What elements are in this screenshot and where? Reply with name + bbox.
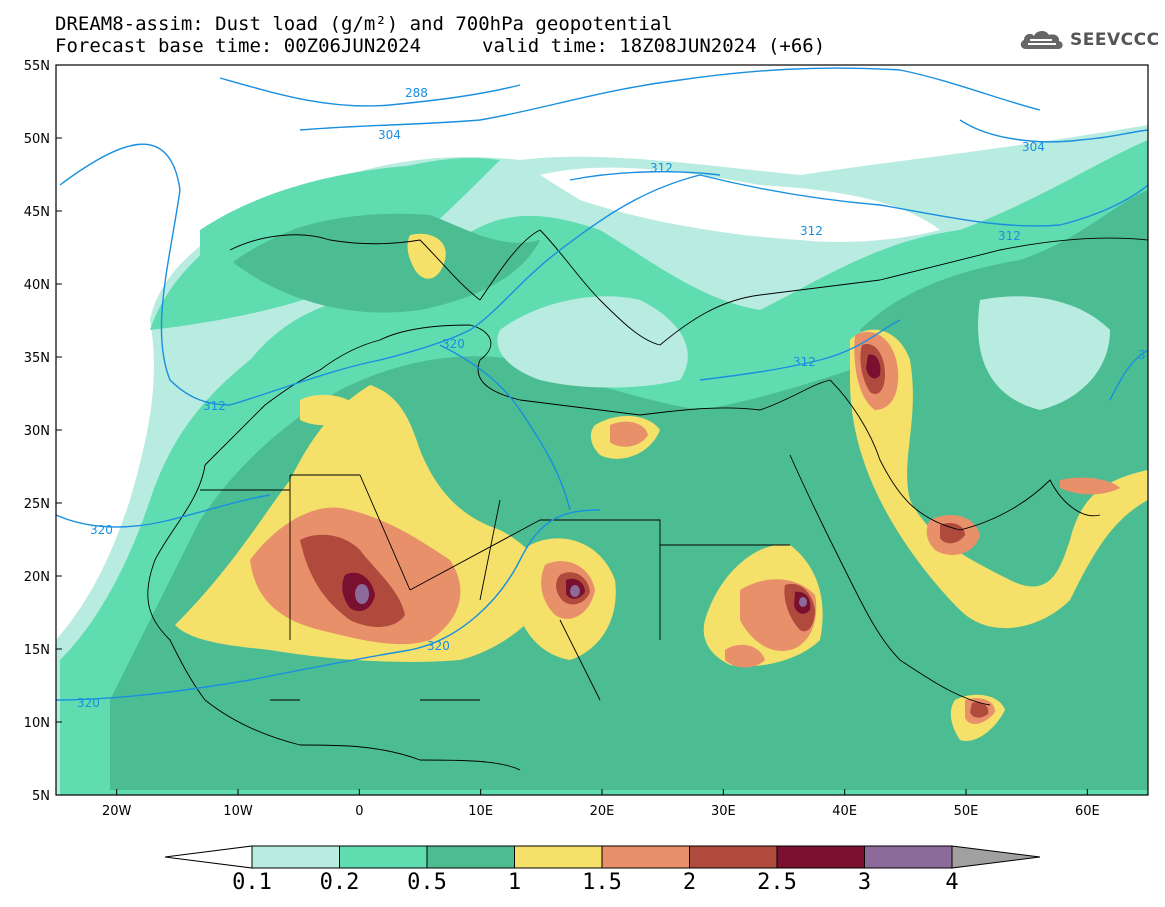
colorbar-tick-label: 2	[682, 870, 697, 895]
latitude-axis: 55N 50N 45N 40N 35N 30N 25N 20N 15N 10N 5N	[24, 59, 62, 804]
lon-tick-label: 30E	[711, 804, 736, 819]
valid-time: valid time: 18Z08JUN2024 (+66)	[482, 35, 826, 57]
lat-tick-label: 25N	[24, 497, 50, 512]
colorbar-tick-label: 2.5	[757, 870, 797, 895]
colorbar-swatches	[251, 845, 953, 869]
contour-label: 320	[90, 523, 113, 537]
lat-tick-label: 45N	[24, 205, 50, 220]
colorbar-tick-label: 0.5	[407, 870, 447, 895]
lat-tick-label: 5N	[32, 789, 50, 804]
contour-label: 288	[405, 86, 428, 100]
contour-label: 320	[77, 696, 100, 710]
contour-label: 320	[427, 639, 450, 653]
colorbar-tick-label: 4	[945, 870, 959, 895]
colorbar-tick-label: 1	[507, 870, 522, 895]
contour-label: 3	[1138, 348, 1146, 362]
colorbar-swatch	[689, 845, 778, 869]
colorbar-tick-label: 0.1	[232, 870, 272, 895]
coastlines	[147, 229, 1148, 771]
lon-tick-label: 50E	[954, 804, 979, 819]
colorbar-over-arrow	[951, 845, 1041, 869]
logo-text: SEEVCCC	[1070, 30, 1160, 50]
contour-label: 320	[442, 337, 465, 351]
geopotential-contours	[56, 67, 1148, 701]
cloud-icon	[1020, 30, 1063, 49]
contour-label: 304	[378, 128, 401, 142]
contour-label: 304	[1022, 140, 1045, 154]
map-title: DREAM8-assim: Dust load (g/m²) and 700hP…	[55, 13, 673, 35]
lon-tick-label: 20E	[590, 804, 615, 819]
lon-tick-label: 20W	[102, 804, 132, 819]
lat-tick-label: 55N	[24, 59, 50, 74]
colorbar-swatch	[426, 845, 515, 869]
lon-tick-label: 10W	[223, 804, 253, 819]
lat-tick-label: 10N	[24, 716, 50, 731]
colorbar-swatch	[514, 845, 603, 869]
colorbar-tick-label: 0.2	[319, 870, 360, 895]
lat-tick-label: 40N	[24, 278, 50, 293]
lat-tick-label: 20N	[24, 570, 50, 585]
colorbar-swatch	[776, 845, 865, 869]
lon-tick-label: 60E	[1075, 804, 1100, 819]
lon-tick-label: 10E	[468, 804, 493, 819]
colorbar-swatch	[339, 845, 428, 869]
colorbar-swatch	[251, 845, 340, 869]
lat-tick-label: 15N	[24, 643, 50, 658]
contour-labels: 288 304 312 304 312 312 312 320 312 320 …	[77, 86, 1146, 710]
lat-tick-label: 30N	[24, 424, 50, 439]
colorbar-tick-label: 1.5	[582, 870, 622, 895]
lat-tick-label: 35N	[24, 351, 50, 366]
colorbar-swatch	[864, 845, 953, 869]
contour-label: 312	[793, 355, 816, 369]
lat-tick-label: 50N	[24, 132, 50, 147]
colorbar-tick-label: 3	[857, 870, 872, 895]
colorbar-under-arrow	[164, 845, 253, 869]
contour-label: 312	[998, 229, 1021, 243]
forecast-base-time: Forecast base time: 00Z06JUN2024	[55, 35, 422, 57]
lon-tick-label: 0	[355, 804, 363, 819]
contour-label: 312	[650, 161, 673, 175]
lon-tick-label: 40E	[832, 804, 857, 819]
seevccc-logo: SEEVCCC	[1018, 27, 1160, 53]
contour-label: 312	[800, 224, 823, 238]
contour-label: 312	[203, 399, 226, 413]
colorbar-swatch	[601, 845, 690, 869]
longitude-axis: 20W 10W 0 10E 20E 30E 40E 50E 60E	[102, 789, 1100, 819]
